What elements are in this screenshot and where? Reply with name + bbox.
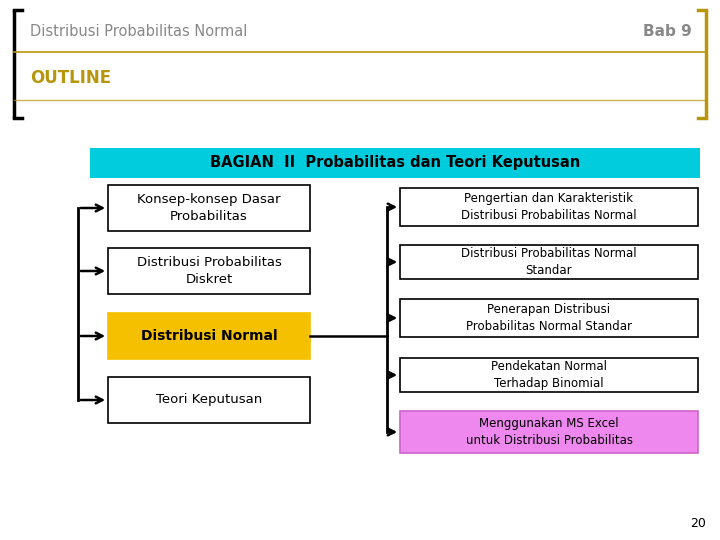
- Text: Menggunakan MS Excel
untuk Distribusi Probabilitas: Menggunakan MS Excel untuk Distribusi Pr…: [466, 417, 632, 447]
- FancyBboxPatch shape: [90, 148, 700, 178]
- FancyBboxPatch shape: [400, 411, 698, 453]
- Text: Bab 9: Bab 9: [643, 24, 692, 39]
- FancyBboxPatch shape: [108, 313, 310, 359]
- Text: Distribusi Probabilitas Normal: Distribusi Probabilitas Normal: [30, 24, 248, 39]
- FancyBboxPatch shape: [400, 188, 698, 226]
- Text: Pendekatan Normal
Terhadap Binomial: Pendekatan Normal Terhadap Binomial: [491, 360, 607, 390]
- Text: OUTLINE: OUTLINE: [30, 69, 111, 87]
- Text: Distribusi Probabilitas Normal
Standar: Distribusi Probabilitas Normal Standar: [462, 247, 636, 277]
- Text: BAGIAN  II  Probabilitas dan Teori Keputusan: BAGIAN II Probabilitas dan Teori Keputus…: [210, 156, 580, 171]
- Text: Distribusi Normal: Distribusi Normal: [140, 329, 277, 343]
- Text: Pengertian dan Karakteristik
Distribusi Probabilitas Normal: Pengertian dan Karakteristik Distribusi …: [462, 192, 636, 222]
- Text: Distribusi Probabilitas
Diskret: Distribusi Probabilitas Diskret: [137, 256, 282, 286]
- Text: Penerapan Distribusi
Probabilitas Normal Standar: Penerapan Distribusi Probabilitas Normal…: [466, 303, 632, 333]
- FancyBboxPatch shape: [400, 299, 698, 337]
- FancyBboxPatch shape: [108, 377, 310, 423]
- Text: Konsep-konsep Dasar
Probabilitas: Konsep-konsep Dasar Probabilitas: [138, 193, 281, 223]
- FancyBboxPatch shape: [108, 185, 310, 231]
- Text: Teori Keputusan: Teori Keputusan: [156, 394, 262, 407]
- FancyBboxPatch shape: [400, 245, 698, 279]
- Text: 20: 20: [690, 517, 706, 530]
- FancyBboxPatch shape: [400, 358, 698, 392]
- FancyBboxPatch shape: [108, 248, 310, 294]
